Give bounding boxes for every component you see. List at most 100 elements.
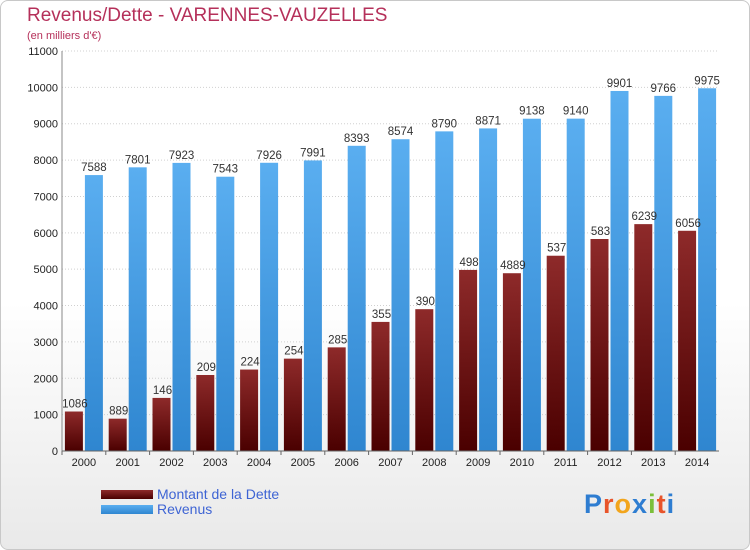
bar-debt <box>590 239 609 451</box>
data-label-debt: 390 <box>416 296 435 308</box>
bar-debt <box>371 321 390 451</box>
bar-revenue <box>216 176 235 451</box>
data-label-debt: 285 <box>328 334 347 346</box>
logo-letter: i <box>666 489 676 519</box>
y-tick-label: 6000 <box>34 228 58 240</box>
x-tick-label: 2013 <box>641 457 665 469</box>
x-tick-label: 2005 <box>291 457 315 469</box>
bar-debt <box>459 269 478 451</box>
proxiti-logo: Proxiti <box>584 489 675 520</box>
bar-debt <box>678 230 697 451</box>
data-label-debt: 209 <box>197 362 216 374</box>
data-label-revenue: 8393 <box>344 133 370 145</box>
data-label-debt: 498 <box>460 257 479 269</box>
y-tick-label: 7000 <box>34 191 58 203</box>
logo-letter: r <box>603 489 615 519</box>
label-layer: 1086 7588 889 7801 146 7923 209 7543 224 7926 254 7… <box>62 75 720 417</box>
bar-revenue <box>347 145 366 452</box>
data-label-revenue: 7543 <box>213 164 239 176</box>
x-tick-label: 2011 <box>554 457 578 469</box>
legend-swatch-debt <box>101 490 153 499</box>
bar-revenue <box>391 139 410 451</box>
bar-revenue <box>128 167 147 451</box>
data-label-revenue: 9138 <box>519 106 545 118</box>
bar-revenue <box>303 160 322 451</box>
data-label-revenue: 9901 <box>607 78 633 90</box>
data-label-debt: 583 <box>591 226 610 238</box>
x-tick-label: 2010 <box>510 457 534 469</box>
data-label-revenue: 8871 <box>475 115 501 127</box>
y-tick-label: 2000 <box>34 373 58 385</box>
y-tick-label: 1000 <box>34 410 58 422</box>
legend-label-debt: Montant de la Dette <box>157 486 280 502</box>
bar-revenue <box>435 131 454 451</box>
data-label-revenue: 7588 <box>81 162 107 174</box>
bar-debt <box>634 224 653 451</box>
bar-revenue <box>84 175 103 451</box>
data-label-debt: 537 <box>547 243 566 255</box>
x-tick-label: 2002 <box>159 457 183 469</box>
x-tick-label: 2003 <box>203 457 227 469</box>
x-tick-label: 2008 <box>422 457 446 469</box>
y-tick-label: 9000 <box>34 119 58 131</box>
data-label-revenue: 9766 <box>651 83 677 95</box>
x-tick-label: 2007 <box>378 457 402 469</box>
bar-debt <box>327 347 346 451</box>
logo-letter: x <box>632 489 649 519</box>
data-label-debt: 1086 <box>62 399 88 411</box>
data-label-debt: 6056 <box>675 218 701 230</box>
bar-debt <box>196 375 215 451</box>
data-label-revenue: 8790 <box>432 118 458 130</box>
bar-revenue <box>260 162 279 452</box>
y-tick-label: 8000 <box>34 155 58 167</box>
bar-revenue <box>698 88 717 451</box>
x-tick-label: 2004 <box>247 457 271 469</box>
bar-debt <box>108 418 127 451</box>
bar-revenue <box>566 118 585 452</box>
x-tick-label: 2012 <box>597 457 621 469</box>
data-label-debt: 4889 <box>500 260 526 272</box>
y-tick-label: 3000 <box>34 337 58 349</box>
chart-title: Revenus/Dette - VARENNES-VAUZELLES <box>27 5 388 26</box>
bar-debt <box>240 369 259 451</box>
legend-label-revenue: Revenus <box>157 501 213 517</box>
logo-letter: i <box>648 489 657 519</box>
bar-revenue <box>479 128 498 451</box>
bar-debt <box>64 411 83 451</box>
data-label-debt: 6239 <box>632 211 658 223</box>
logo-letter: t <box>656 489 667 519</box>
x-tick-label: 2006 <box>334 457 358 469</box>
bar-revenue <box>172 162 191 451</box>
data-label-debt: 254 <box>284 346 304 358</box>
data-label-revenue: 7991 <box>300 147 326 159</box>
data-label-revenue: 7923 <box>169 150 195 162</box>
y-tick-label: 0 <box>52 446 58 458</box>
data-label-debt: 224 <box>241 357 261 369</box>
x-tick-label: 2001 <box>115 457 139 469</box>
data-label-revenue: 9975 <box>694 75 720 87</box>
logo-letter: o <box>614 489 633 519</box>
data-label-revenue: 8574 <box>388 126 414 138</box>
data-label-debt: 146 <box>153 385 172 397</box>
x-tick-label: 2009 <box>466 457 490 469</box>
data-label-revenue: 9140 <box>563 106 589 118</box>
chart-subtitle: (en milliers d'€) <box>27 30 102 42</box>
bar-revenue <box>610 90 629 452</box>
bar-debt <box>546 255 565 451</box>
bar-debt <box>502 273 521 451</box>
y-tick-label: 11000 <box>28 46 58 58</box>
bar-debt <box>152 397 171 451</box>
bar-debt <box>415 309 434 451</box>
data-label-debt: 889 <box>109 406 128 418</box>
y-tick-label: 5000 <box>34 264 58 276</box>
bar-debt <box>283 358 302 451</box>
axis-layer: 0 1000 2000 3000 4000 5000 6000 7000 8000 9000 100… <box>27 46 719 469</box>
logo-letter: P <box>584 489 604 519</box>
y-tick-label: 4000 <box>34 301 58 313</box>
bar-revenue <box>522 118 541 451</box>
data-label-revenue: 7926 <box>256 150 282 162</box>
y-tick-label: 10000 <box>27 82 58 94</box>
data-label-debt: 355 <box>372 309 391 321</box>
